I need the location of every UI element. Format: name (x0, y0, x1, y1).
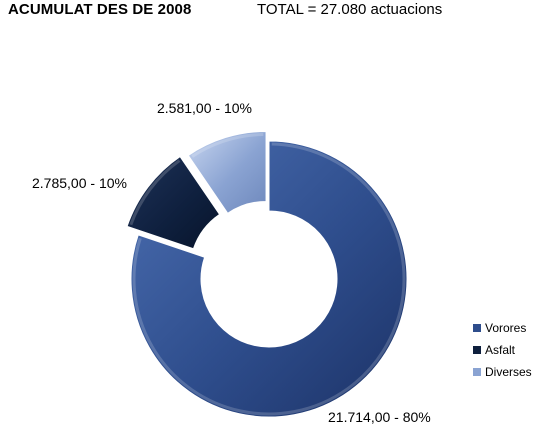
legend-item-diverses: Diverses (473, 361, 532, 383)
chart-title: ACUMULAT DES DE 2008 (8, 1, 192, 18)
legend-item-asfalt: Asfalt (473, 339, 532, 361)
slice-bevel-diverses (191, 132, 264, 158)
slice-bevel-vorores (132, 142, 406, 416)
slice-asfalt (126, 155, 221, 250)
total-caption: TOTAL = 27.080 actuacions (257, 1, 443, 18)
legend-swatch-vorores (473, 324, 481, 332)
legend-label-diverses: Diverses (485, 365, 532, 379)
slice-vorores (130, 140, 408, 418)
slice-diverses (187, 130, 267, 214)
legend-swatch-asfalt (473, 346, 481, 354)
data-label-vorores: 21.714,00 - 80% (328, 409, 431, 425)
legend-label-asfalt: Asfalt (485, 343, 516, 357)
legend-label-vorores: Vorores (485, 321, 527, 335)
data-label-asfalt: 2.785,00 - 10% (32, 175, 127, 191)
legend-item-vorores: Vorores (473, 317, 532, 339)
chart-legend: Vorores Asfalt Diverses (473, 317, 532, 383)
legend-swatch-diverses (473, 368, 481, 376)
slice-bevel-asfalt (129, 159, 181, 226)
data-label-diverses: 2.581,00 - 10% (157, 100, 252, 116)
